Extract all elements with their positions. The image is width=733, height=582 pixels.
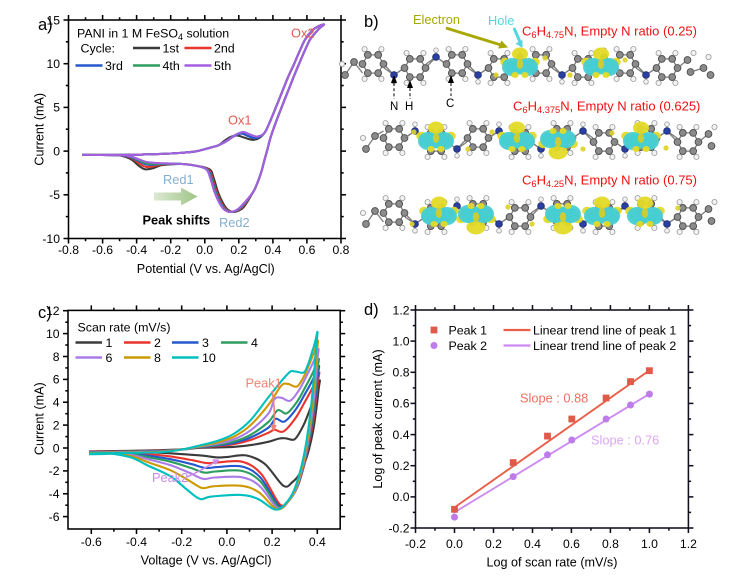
svg-text:-10: -10 (42, 232, 60, 246)
svg-text:2: 2 (53, 418, 60, 432)
svg-text:6: 6 (106, 351, 113, 365)
svg-text:0: 0 (53, 441, 60, 455)
svg-text:Ox2: Ox2 (291, 26, 314, 41)
svg-text:H: H (405, 101, 413, 113)
svg-text:Red2: Red2 (219, 215, 250, 230)
svg-text:0.2: 0.2 (264, 535, 281, 549)
svg-text:-0.4: -0.4 (126, 243, 147, 257)
svg-text:-0.2: -0.2 (388, 521, 409, 535)
svg-text:0.2: 0.2 (485, 537, 502, 551)
svg-text:8: 8 (53, 350, 60, 364)
svg-text:1.0: 1.0 (641, 537, 658, 551)
svg-text:4: 4 (251, 336, 258, 350)
svg-text:8: 8 (154, 351, 161, 365)
svg-text:Scan rate (mV/s): Scan rate (mV/s) (78, 321, 171, 335)
svg-text:0.2: 0.2 (230, 243, 247, 257)
svg-text:-2: -2 (49, 464, 60, 478)
svg-text:1.2: 1.2 (680, 537, 697, 551)
svg-text:Electron: Electron (413, 12, 460, 27)
svg-text:0.6: 0.6 (563, 537, 580, 551)
svg-text:Linear trend line of peak 2: Linear trend line of peak 2 (533, 339, 676, 353)
svg-text:-0.2: -0.2 (160, 243, 181, 257)
svg-text:Peak2: Peak2 (152, 470, 188, 485)
svg-text:1st: 1st (163, 41, 180, 55)
svg-text:0.0: 0.0 (196, 243, 213, 257)
svg-text:0.0: 0.0 (446, 537, 463, 551)
svg-text:Current (mA): Current (mA) (33, 93, 47, 166)
svg-text:c): c) (38, 304, 52, 322)
svg-text:1: 1 (106, 336, 113, 350)
svg-text:0.0: 0.0 (393, 490, 410, 504)
svg-text:3rd: 3rd (105, 59, 123, 73)
svg-text:Current (mA): Current (mA) (33, 382, 47, 455)
svg-text:0.8: 0.8 (602, 537, 619, 551)
svg-text:Peak 1: Peak 1 (449, 324, 488, 338)
svg-text:0.8: 0.8 (333, 243, 350, 257)
svg-text:4th: 4th (163, 59, 180, 73)
svg-text:Potential (V vs. Ag/AgCl): Potential (V vs. Ag/AgCl) (137, 262, 275, 276)
svg-text:C6H4.25N, Empty N ratio (0.75): C6H4.25N, Empty N ratio (0.75) (522, 173, 697, 190)
svg-text:0.6: 0.6 (298, 243, 315, 257)
svg-text:2nd: 2nd (214, 41, 235, 55)
svg-text:0.8: 0.8 (393, 366, 410, 380)
svg-text:Log of scan rate (mV/s): Log of scan rate (mV/s) (487, 556, 618, 570)
svg-text:5: 5 (53, 101, 60, 115)
svg-text:0.2: 0.2 (393, 459, 410, 473)
svg-text:Slope : 0.88: Slope : 0.88 (520, 391, 588, 406)
svg-text:C6H4.375N, Empty N ratio (0.62: C6H4.375N, Empty N ratio (0.625) (513, 99, 700, 116)
svg-text:1.2: 1.2 (393, 303, 410, 317)
svg-text:-4: -4 (49, 487, 60, 501)
svg-text:12: 12 (46, 304, 60, 318)
svg-text:0.0: 0.0 (218, 535, 235, 549)
svg-text:-0.6: -0.6 (81, 535, 102, 549)
svg-text:Slope : 0.76: Slope : 0.76 (591, 433, 659, 448)
svg-text:a): a) (38, 16, 53, 34)
svg-text:Peak 2: Peak 2 (449, 339, 488, 353)
svg-text:C6H4.75N, Empty N ratio (0.25): C6H4.75N, Empty N ratio (0.25) (522, 24, 697, 41)
svg-text:3: 3 (202, 336, 209, 350)
svg-text:15: 15 (46, 13, 60, 27)
svg-text:Cycle:: Cycle: (81, 42, 115, 56)
svg-text:-0.2: -0.2 (171, 535, 192, 549)
svg-text:0.4: 0.4 (264, 243, 281, 257)
svg-text:2: 2 (154, 336, 161, 350)
svg-text:0.4: 0.4 (524, 537, 541, 551)
svg-text:Ox1: Ox1 (228, 113, 251, 128)
svg-text:Peak1: Peak1 (246, 376, 282, 391)
svg-text:10: 10 (46, 57, 60, 71)
svg-text:Red1: Red1 (163, 172, 194, 187)
svg-text:Log of peak current (mA): Log of peak current (mA) (371, 349, 385, 488)
svg-text:-6: -6 (49, 510, 60, 524)
svg-text:PANI in 1 M FeSO4 solution: PANI in 1 M FeSO4 solution (77, 27, 229, 43)
svg-text:-0.6: -0.6 (92, 243, 113, 257)
svg-text:0.6: 0.6 (393, 397, 410, 411)
svg-text:6: 6 (53, 373, 60, 387)
svg-text:-0.4: -0.4 (126, 535, 147, 549)
svg-text:C: C (446, 98, 454, 110)
svg-text:0: 0 (53, 144, 60, 158)
svg-text:b): b) (364, 13, 379, 31)
svg-text:1.0: 1.0 (393, 334, 410, 348)
svg-text:0.4: 0.4 (393, 428, 410, 442)
svg-text:-5: -5 (49, 188, 60, 202)
svg-text:Hole: Hole (488, 13, 514, 28)
svg-text:Peak shifts: Peak shifts (143, 213, 211, 228)
svg-text:0.4: 0.4 (309, 535, 326, 549)
svg-text:-0.8: -0.8 (58, 243, 79, 257)
svg-text:10: 10 (202, 351, 216, 365)
svg-text:N: N (390, 101, 398, 113)
svg-text:d): d) (364, 301, 379, 319)
svg-text:Linear trend line of peak 1: Linear trend line of peak 1 (533, 324, 676, 338)
svg-text:5th: 5th (214, 59, 231, 73)
svg-text:4: 4 (53, 396, 60, 410)
svg-text:-0.2: -0.2 (405, 537, 426, 551)
svg-text:10: 10 (46, 327, 60, 341)
svg-text:Voltage (V vs. Ag/AgCl): Voltage (V vs. Ag/AgCl) (141, 554, 272, 568)
